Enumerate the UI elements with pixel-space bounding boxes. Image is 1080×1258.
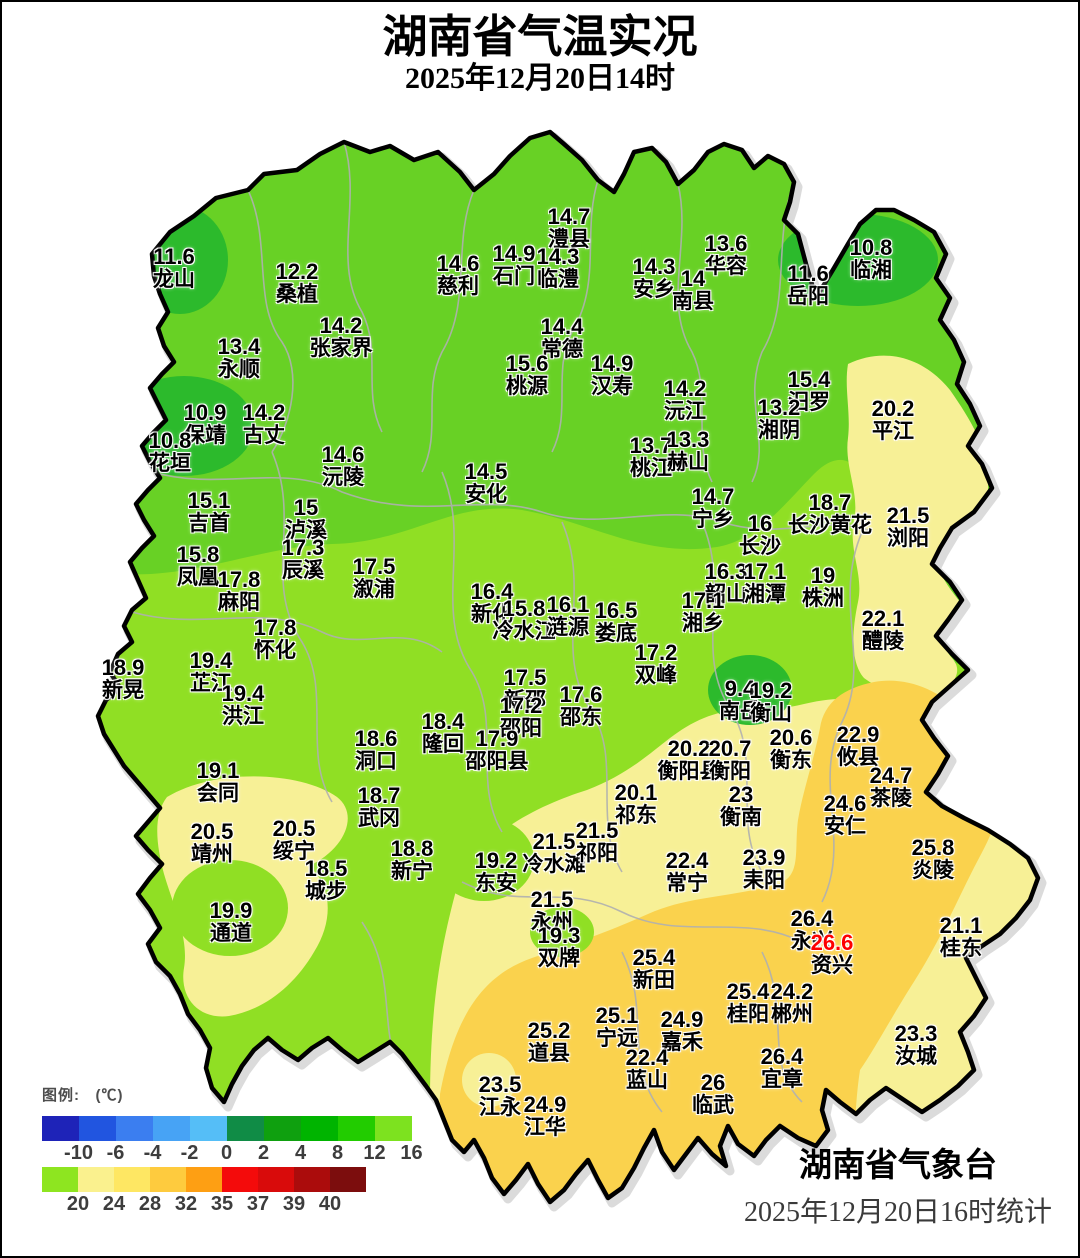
legend-swatch bbox=[258, 1167, 294, 1192]
header: 湖南省气温实况 2025年12月20日14时 bbox=[2, 12, 1078, 96]
legend-tick-label: -4 bbox=[143, 1142, 162, 1164]
legend-row-2 bbox=[42, 1167, 412, 1192]
region-deepyellow-south bbox=[432, 680, 1005, 1202]
region-green-island-shuangpai bbox=[530, 907, 594, 957]
legend-swatch bbox=[375, 1116, 412, 1141]
legend-swatch bbox=[42, 1167, 78, 1192]
legend-tick-label: 40 bbox=[318, 1193, 342, 1215]
legend-tick-label: -6 bbox=[106, 1142, 125, 1164]
legend-tick-label: 20 bbox=[66, 1193, 90, 1215]
page-title: 湖南省气温实况 bbox=[382, 12, 698, 62]
stat-time: 2025年12月20日16时统计 bbox=[744, 1197, 1053, 1228]
temperature-legend: 图例: (℃) -10 -6 -4 -2 0 2 4 8 12 16 20 24 28 32 35 37 39… bbox=[42, 1084, 423, 1218]
legend-swatch bbox=[330, 1167, 366, 1192]
legend-swatch bbox=[114, 1167, 150, 1192]
agency-name: 湖南省气象台 bbox=[799, 1148, 997, 1184]
legend-tick-label: 28 bbox=[138, 1193, 162, 1215]
legend-swatch bbox=[186, 1167, 222, 1192]
legend-swatch bbox=[227, 1116, 264, 1141]
legend-tick-label: 8 bbox=[331, 1142, 344, 1164]
legend-tick-label: 37 bbox=[246, 1193, 270, 1215]
legend-tick-label: 2 bbox=[257, 1142, 270, 1164]
legend-tick-label: -2 bbox=[180, 1142, 199, 1164]
legend-tick-label: 0 bbox=[220, 1142, 233, 1164]
legend-tick-label: -10 bbox=[64, 1142, 93, 1164]
legend-row-1 bbox=[42, 1116, 412, 1141]
legend-swatch bbox=[338, 1116, 375, 1141]
legend-swatch bbox=[153, 1116, 190, 1141]
legend-swatch bbox=[42, 1116, 79, 1141]
legend-swatch bbox=[190, 1116, 227, 1141]
page-subtitle: 2025年12月20日14时 bbox=[405, 62, 675, 95]
legend-tick-label: 39 bbox=[282, 1193, 306, 1215]
legend-tick-label: 16 bbox=[400, 1142, 423, 1164]
region-pale-island-jiangyong bbox=[462, 1053, 516, 1107]
legend-swatch bbox=[116, 1116, 153, 1141]
legend-labels-2: 20 24 28 32 35 37 39 40 bbox=[60, 1193, 430, 1215]
region-darkgreen-longshan bbox=[132, 206, 228, 314]
legend-title: 图例: (℃) bbox=[42, 1084, 412, 1105]
legend-swatch bbox=[78, 1167, 114, 1192]
region-green-island-tongdao bbox=[172, 860, 288, 956]
legend-tick-label: 4 bbox=[294, 1142, 307, 1164]
region-green-island-dongan bbox=[434, 817, 534, 901]
legend-swatch bbox=[294, 1167, 330, 1192]
legend-label: 图例: bbox=[42, 1087, 80, 1104]
legend-unit: (℃) bbox=[95, 1087, 124, 1104]
legend-tick-label: 35 bbox=[210, 1193, 234, 1215]
legend-swatch bbox=[222, 1167, 258, 1192]
legend-tick-label: 12 bbox=[363, 1142, 386, 1164]
region-darkgreen-huayuan-baojing bbox=[114, 376, 254, 476]
legend-swatch bbox=[301, 1116, 338, 1141]
legend-swatch bbox=[79, 1116, 116, 1141]
legend-tick-label: 24 bbox=[102, 1193, 126, 1215]
legend-swatch bbox=[150, 1167, 186, 1192]
province-outline bbox=[95, 129, 1041, 1205]
legend-tick-label: 32 bbox=[174, 1193, 198, 1215]
legend-labels-1: -10 -6 -4 -2 0 2 4 8 12 16 bbox=[60, 1142, 430, 1164]
county-boundaries bbox=[131, 141, 873, 1113]
legend-swatch bbox=[264, 1116, 301, 1141]
